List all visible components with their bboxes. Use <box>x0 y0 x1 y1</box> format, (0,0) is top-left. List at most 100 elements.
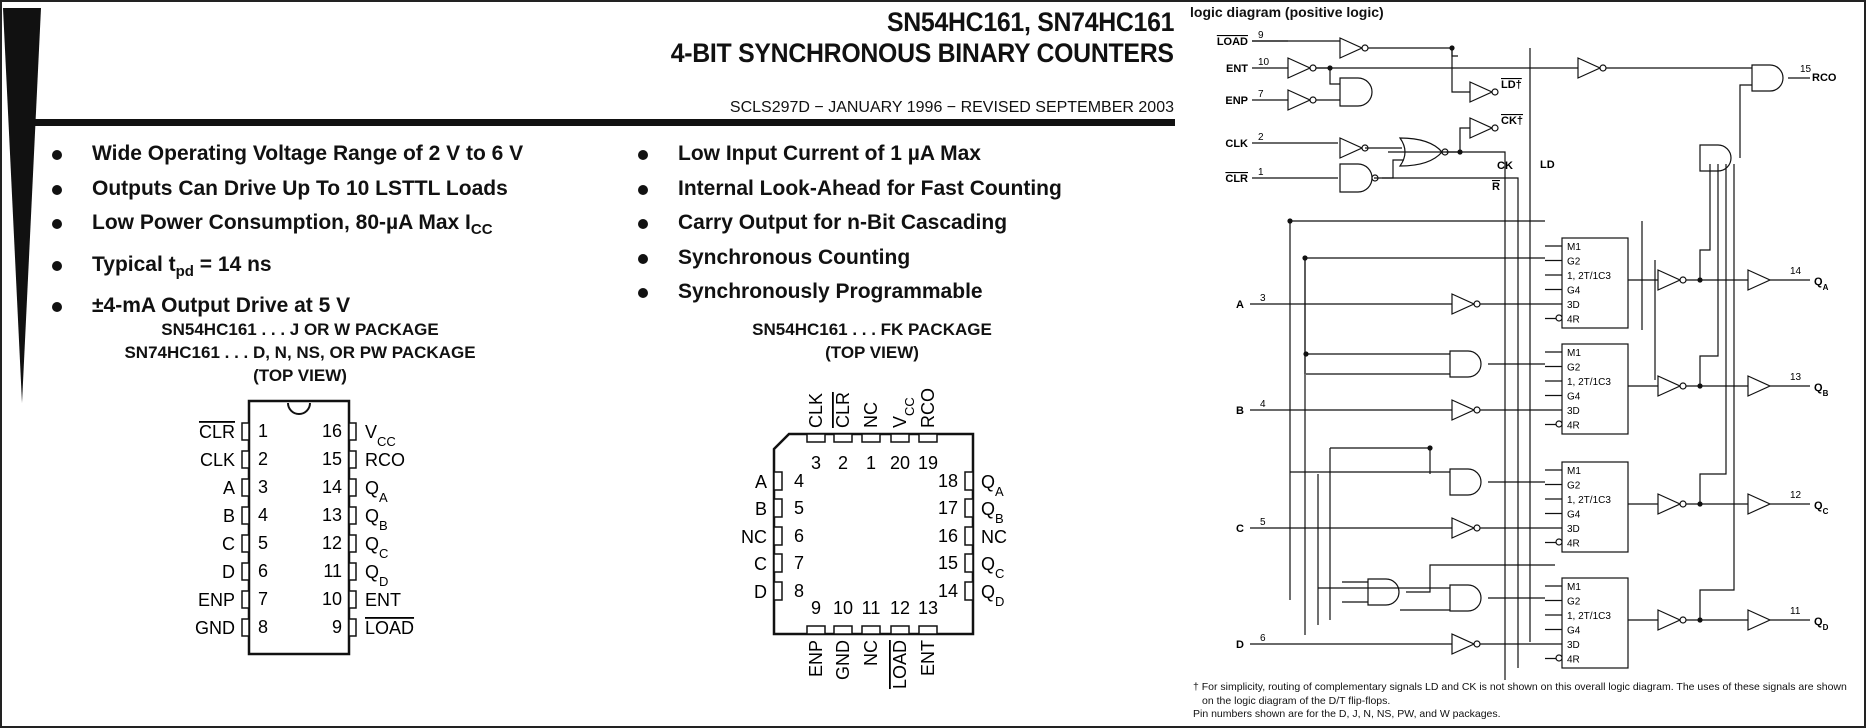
flip-flop-label: 1, 2T/1C3 <box>1567 611 1611 622</box>
inversion-bubble <box>1679 616 1687 624</box>
pin-number: 2 <box>258 449 268 469</box>
pin-lead <box>918 625 938 635</box>
pin-number: 14 <box>938 581 958 601</box>
pin-lead <box>348 618 357 637</box>
pin-lead <box>964 498 974 518</box>
pin-lead <box>918 433 938 443</box>
pin-lead <box>833 625 853 635</box>
document-id: SCLS297D − JANUARY 1996 − REVISED SEPTEM… <box>729 99 1174 116</box>
pin-lead <box>964 553 974 573</box>
data-input-name: A <box>1236 299 1244 311</box>
wire <box>1739 84 1752 158</box>
junction-dot <box>1327 65 1333 71</box>
pin-number: 10 <box>322 589 342 609</box>
output-pin-number: 11 <box>1790 606 1801 617</box>
pin-lead <box>241 478 250 497</box>
feature-item: Synchronously Programmable <box>638 275 1062 310</box>
pin-number: 11 <box>323 561 342 581</box>
inverter-gate <box>1469 117 1494 139</box>
pin-name: QB <box>981 499 1004 526</box>
input-name: ENP <box>1225 95 1248 107</box>
pin-number: 14 <box>322 477 342 497</box>
input-pin-number: 2 <box>1258 132 1264 143</box>
rco-pin-number: 15 <box>1800 64 1812 75</box>
inverter-gate <box>1287 89 1312 111</box>
pin-name: GND <box>833 640 853 680</box>
pin-name: ENT <box>918 640 938 676</box>
pin-number: 19 <box>918 453 938 473</box>
pin-number: 15 <box>938 553 958 573</box>
flip-flop-label: 1, 2T/1C3 <box>1567 271 1611 282</box>
pin-lead <box>890 625 910 635</box>
dip-package-line-3: (TOP VIEW) <box>253 366 347 385</box>
pin-number: 13 <box>918 598 938 618</box>
wire <box>1388 151 1506 680</box>
pin-name: VCC <box>890 397 917 428</box>
flip-flop-label: 3D <box>1567 640 1580 651</box>
feature-item: Low Input Current of 1 µA Max <box>638 137 1062 172</box>
inversion-bubble <box>1473 640 1481 648</box>
dip-package-title: SN54HC161 . . . J OR W PACKAGE SN74HC161… <box>100 318 500 387</box>
flip-flop-label: G2 <box>1567 363 1581 374</box>
pin-lead <box>348 506 357 525</box>
data-input-name: D <box>1236 639 1244 651</box>
flip-flop-label: 1, 2T/1C3 <box>1567 377 1611 388</box>
flip-flop-label: M1 <box>1567 582 1581 593</box>
wire <box>1451 48 1470 93</box>
pin-lead <box>806 625 826 635</box>
output-pin-number: 12 <box>1790 490 1802 501</box>
pin-lead <box>348 534 357 553</box>
fk-package-line-1: SN54HC161 . . . FK PACKAGE <box>752 320 992 339</box>
pin-lead <box>964 471 974 491</box>
inversion-bubble <box>1679 500 1687 508</box>
pin-lead <box>773 553 783 573</box>
pin-number: 16 <box>322 421 342 441</box>
pin-lead <box>964 526 974 546</box>
input-name: CLR <box>1225 173 1248 185</box>
buffer-gate <box>1747 375 1772 397</box>
pin-name: QB <box>365 506 388 533</box>
pin-lead <box>964 581 974 601</box>
pin-name: A <box>223 478 235 498</box>
header-rule <box>32 119 1175 126</box>
pin-name: RCO <box>918 388 938 428</box>
and-gate <box>1367 578 1400 606</box>
inverter-gate <box>1287 57 1312 79</box>
pin-number: 16 <box>938 526 958 546</box>
pin-name: LOAD <box>890 640 910 689</box>
input-name: CLK <box>1225 138 1248 150</box>
pin-number: 3 <box>811 453 821 473</box>
data-input-pin-number: 6 <box>1260 633 1266 644</box>
pin-lead <box>861 433 881 443</box>
flip-flop-label: 4R <box>1567 421 1580 432</box>
output-name: QA <box>1814 276 1829 292</box>
wire <box>1374 177 1519 668</box>
inversion-bubble <box>1555 420 1563 428</box>
rco-label: RCO <box>1812 72 1837 84</box>
pin-number: 7 <box>794 553 804 573</box>
pin-lead <box>241 450 250 469</box>
pin-number: 18 <box>938 471 958 491</box>
inversion-bubble <box>1473 406 1481 414</box>
junction-dot <box>1302 255 1308 261</box>
pin-name: ENT <box>365 590 401 610</box>
pin-lead <box>773 498 783 518</box>
footnotes: † For simplicity, routing of complementa… <box>1193 681 1859 722</box>
inverter-gate <box>1339 137 1364 159</box>
flip-flop-label: M1 <box>1567 348 1581 359</box>
flip-flop <box>1561 577 1629 669</box>
pin-name: ENP <box>806 640 826 677</box>
flip-flop-label: G4 <box>1567 392 1581 403</box>
pin-lead <box>241 422 250 441</box>
pin-name: NC <box>861 640 881 666</box>
ld-label: LD <box>1540 159 1555 171</box>
output-name: QC <box>1814 500 1829 516</box>
pin-lead <box>348 590 357 609</box>
pin-number: 11 <box>862 598 881 618</box>
pin-name: B <box>223 506 235 526</box>
footnote-1: † For simplicity, routing of complementa… <box>1193 681 1847 693</box>
pin-name: A <box>755 472 767 492</box>
junction-dot <box>1287 218 1293 224</box>
fk-package-line-2: (TOP VIEW) <box>825 343 919 362</box>
